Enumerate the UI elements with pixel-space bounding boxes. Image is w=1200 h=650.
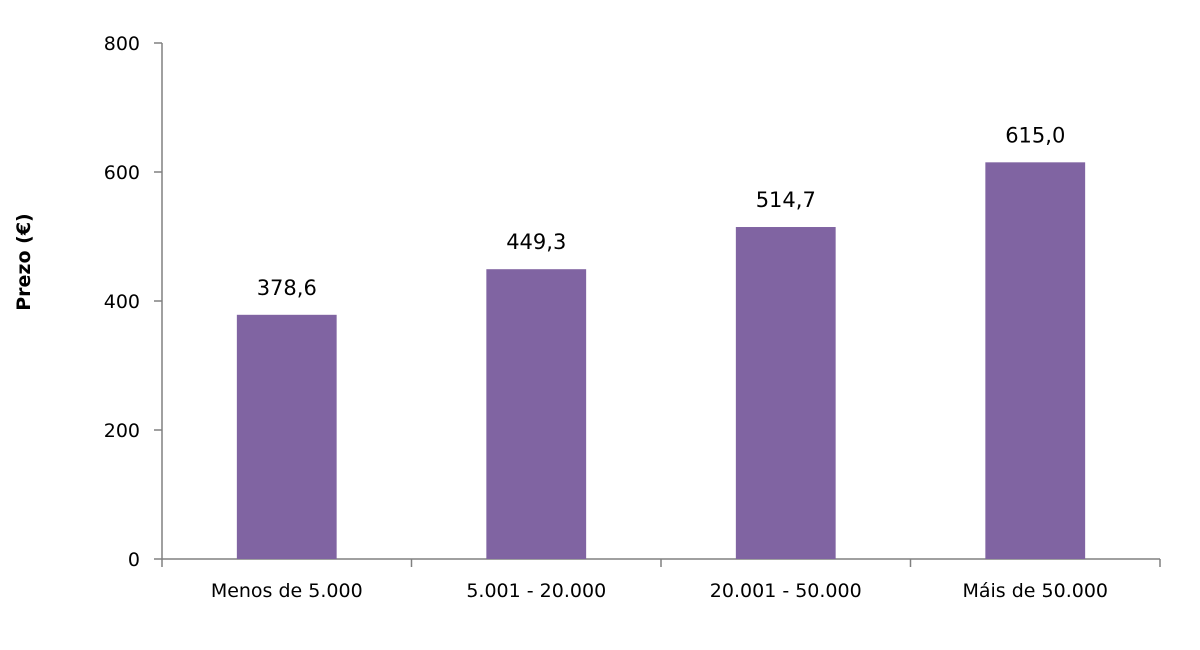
y-axis: 0 200 400 600 800 [104,33,163,571]
x-category-label: Máis de 50.000 [962,580,1108,602]
x-axis: Menos de 5.000 5.001 - 20.000 20.001 - 50.… [161,558,1161,602]
bar [486,269,587,559]
data-label: 615,0 [1005,123,1065,147]
x-category-label: 20.001 - 50.000 [710,580,862,602]
y-tick-label: 400 [104,291,140,313]
y-tick-label: 800 [104,33,140,55]
x-category-label: 5.001 - 20.000 [466,580,606,602]
bar [735,227,836,559]
y-tick-label: 600 [104,162,140,184]
data-label: 514,7 [756,188,816,212]
y-tick-label: 0 [128,549,140,571]
y-tick-label: 200 [104,420,140,442]
data-labels: 378,6 449,3 514,7 615,0 [257,123,1066,299]
bar [236,314,337,559]
bar [985,162,1086,559]
data-label: 378,6 [257,276,317,300]
data-label: 449,3 [506,230,566,254]
bars [236,162,1086,559]
y-axis-title: Prezo (€) [13,213,35,311]
x-category-label: Menos de 5.000 [211,580,363,602]
